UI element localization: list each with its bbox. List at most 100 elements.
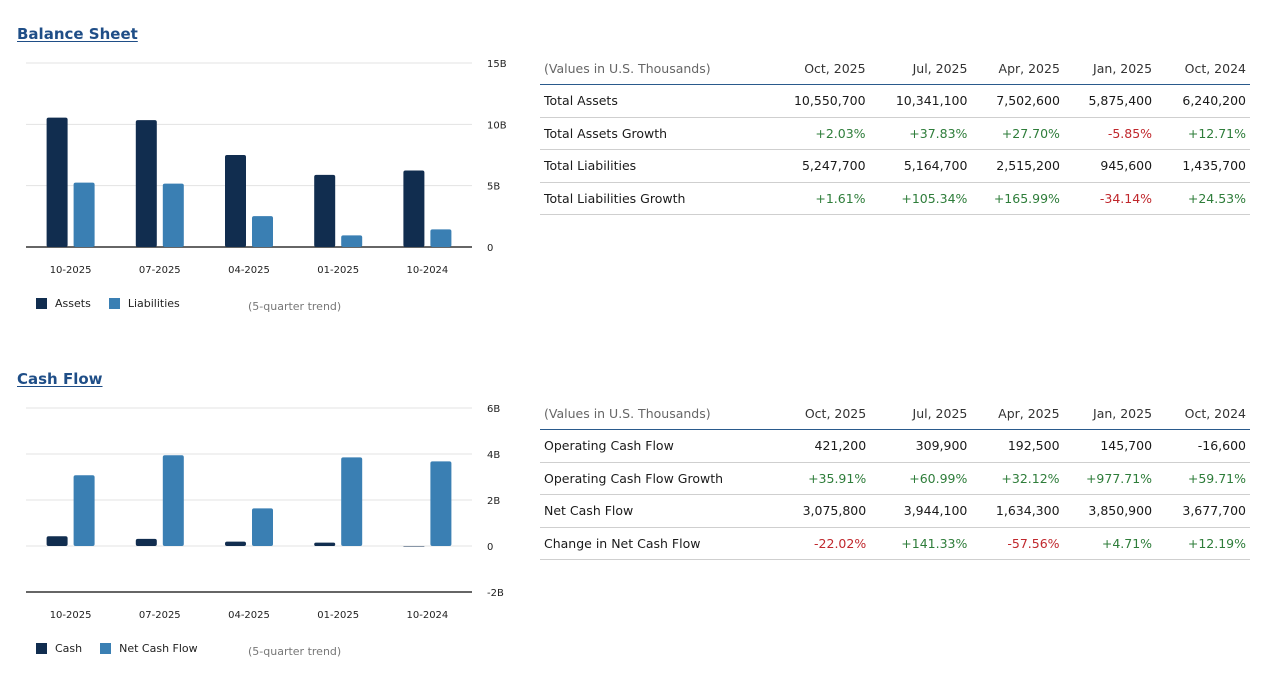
- legend-item-liabilities[interactable]: Liabilities: [108, 297, 180, 310]
- value-cell: 309,900: [870, 429, 972, 463]
- legend-item-cash[interactable]: Cash: [36, 642, 82, 655]
- cash-flow-chart: -2B 0 2B 4B 6B 10-2025 07-2025 04-2025 01-2025 10…: [0, 345, 530, 690]
- row-label: Total Liabilities Growth: [540, 182, 761, 215]
- column-header: Jul, 2025: [870, 397, 972, 430]
- y-tick-label: 0: [487, 542, 493, 553]
- bar-cash: [225, 541, 246, 546]
- value-cell: 2,515,200: [971, 149, 1064, 183]
- bar-liabilities: [162, 183, 184, 247]
- legend-item-assets[interactable]: Assets: [36, 297, 91, 310]
- y-tick-label: 6B: [487, 404, 500, 415]
- balance-sheet-trend-note: (5-quarter trend): [248, 300, 342, 313]
- legend-label-net-cash-flow: Net Cash Flow: [119, 642, 198, 655]
- x-tick-label: 04-2025: [228, 265, 270, 276]
- growth-cell: +37.83%: [869, 117, 972, 150]
- bar-cash: [403, 546, 425, 547]
- growth-cell: +12.71%: [1156, 117, 1250, 150]
- value-cell: 421,200: [762, 429, 871, 463]
- value-cell: 3,850,900: [1063, 494, 1157, 528]
- x-tick-label: 10-2025: [50, 265, 92, 276]
- value-cell: 192,500: [971, 429, 1064, 463]
- value-cell: 7,502,600: [971, 84, 1064, 118]
- growth-cell: +1.61%: [760, 182, 870, 215]
- cash-flow-section: Cash Flow -2B 0 2B 4B 6B 10-2025 07-2025 04-202…: [0, 345, 1265, 690]
- column-header: Oct, 2025: [762, 397, 871, 430]
- legend-swatch-liabilities: [108, 298, 120, 309]
- value-cell: 3,075,800: [762, 494, 871, 528]
- bar-assets: [46, 117, 68, 247]
- column-header: Jan, 2025: [1063, 52, 1157, 85]
- bar-net-cash-flow: [73, 475, 95, 546]
- y-tick-label: 2B: [487, 496, 500, 507]
- value-cell: 5,247,700: [760, 149, 870, 183]
- bar-cash: [46, 536, 68, 546]
- balance-sheet-chart-svg: 0 5B 10B 15B 10-2025 07-2025 04-2025 01-2025 10-…: [26, 59, 507, 276]
- growth-cell: -57.56%: [971, 527, 1064, 560]
- legend-label-assets: Assets: [55, 297, 91, 310]
- x-tick-label: 10-2025: [50, 610, 92, 621]
- value-cell: 10,341,100: [869, 84, 972, 118]
- growth-cell: +27.70%: [971, 117, 1064, 150]
- balance-sheet-table: (Values in U.S. Thousands) Oct, 2025 Jul, …: [540, 52, 1250, 215]
- bar-liabilities: [252, 216, 273, 247]
- bar-cash: [135, 538, 157, 546]
- growth-cell: +35.91%: [762, 462, 871, 495]
- balance-sheet-section: Balance Sheet 0 5B 10B 15B 10-2025 07-2025 04-…: [0, 0, 1250, 345]
- units-label: (Values in U.S. Thousands): [540, 397, 763, 430]
- legend-item-net-cash-flow[interactable]: Net Cash Flow: [100, 642, 198, 655]
- bar-net-cash-flow: [252, 508, 273, 546]
- growth-cell: +105.34%: [869, 182, 972, 215]
- growth-cell: +60.99%: [870, 462, 972, 495]
- legend-label-cash: Cash: [55, 642, 83, 655]
- row-label: Change in Net Cash Flow: [540, 527, 763, 560]
- growth-cell: +2.03%: [760, 117, 870, 150]
- cash-flow-title-link[interactable]: Cash Flow: [17, 370, 103, 388]
- row-label: Total Assets Growth: [540, 117, 761, 150]
- table-row: Operating Cash Flow 421,200 309,900 192,500…: [540, 429, 1250, 463]
- growth-cell: +24.53%: [1156, 182, 1250, 215]
- value-cell: 1,435,700: [1156, 149, 1250, 183]
- x-tick-label: 07-2025: [139, 610, 181, 621]
- column-header: Apr, 2025: [971, 397, 1064, 430]
- cash-flow-table: (Values in U.S. Thousands) Oct, 2025 Jul, …: [540, 397, 1250, 560]
- x-tick-label: 01-2025: [317, 265, 359, 276]
- table-row: Total Liabilities 5,247,700 5,164,700 2,515…: [540, 149, 1250, 183]
- bar-net-cash-flow: [430, 461, 452, 546]
- legend-swatch-assets: [36, 298, 47, 309]
- bar-assets: [135, 120, 157, 247]
- growth-cell: -22.02%: [762, 527, 871, 560]
- bar-liabilities: [341, 235, 363, 247]
- bar-net-cash-flow: [341, 457, 363, 546]
- cash-flow-table-header: (Values in U.S. Thousands) Oct, 2025 Jul, …: [540, 397, 1250, 430]
- legend-swatch-cash: [36, 643, 47, 654]
- table-row: Total Assets 10,550,700 10,341,100 7,502,60…: [540, 84, 1250, 118]
- value-cell: 3,944,100: [870, 494, 972, 528]
- value-cell: 945,600: [1063, 149, 1157, 183]
- growth-cell: +59.71%: [1156, 462, 1250, 495]
- balance-sheet-title-link[interactable]: Balance Sheet: [17, 25, 138, 43]
- x-tick-label: 01-2025: [317, 610, 359, 621]
- table-row: Net Cash Flow 3,075,800 3,944,100 1,634,300…: [540, 494, 1250, 528]
- row-label: Total Liabilities: [540, 149, 761, 183]
- value-cell: 10,550,700: [760, 84, 870, 118]
- growth-cell: +12.19%: [1156, 527, 1250, 560]
- balance-sheet-table-header: (Values in U.S. Thousands) Oct, 2025 Jul, …: [540, 52, 1250, 85]
- growth-cell: -34.14%: [1063, 182, 1157, 215]
- bar-assets: [225, 154, 246, 247]
- cash-flow-chart-svg: -2B 0 2B 4B 6B 10-2025 07-2025 04-2025 01-2025 10…: [26, 404, 504, 621]
- bar-liabilities: [73, 182, 95, 247]
- bar-net-cash-flow: [162, 455, 184, 546]
- growth-cell: +165.99%: [971, 182, 1064, 215]
- value-cell: 5,164,700: [869, 149, 972, 183]
- table-row: Change in Net Cash Flow -22.02% +141.33% -5…: [540, 527, 1250, 560]
- balance-sheet-chart: 0 5B 10B 15B 10-2025 07-2025 04-2025 01-2025 10-…: [0, 0, 530, 345]
- bar-cash: [314, 542, 336, 546]
- growth-cell: +141.33%: [870, 527, 972, 560]
- legend-label-liabilities: Liabilities: [127, 297, 180, 310]
- row-label: Operating Cash Flow Growth: [540, 462, 763, 495]
- column-header: Oct, 2024: [1156, 397, 1250, 430]
- units-label: (Values in U.S. Thousands): [540, 52, 761, 85]
- x-tick-label: 07-2025: [139, 265, 181, 276]
- value-cell: 5,875,400: [1063, 84, 1157, 118]
- value-cell: 6,240,200: [1156, 84, 1250, 118]
